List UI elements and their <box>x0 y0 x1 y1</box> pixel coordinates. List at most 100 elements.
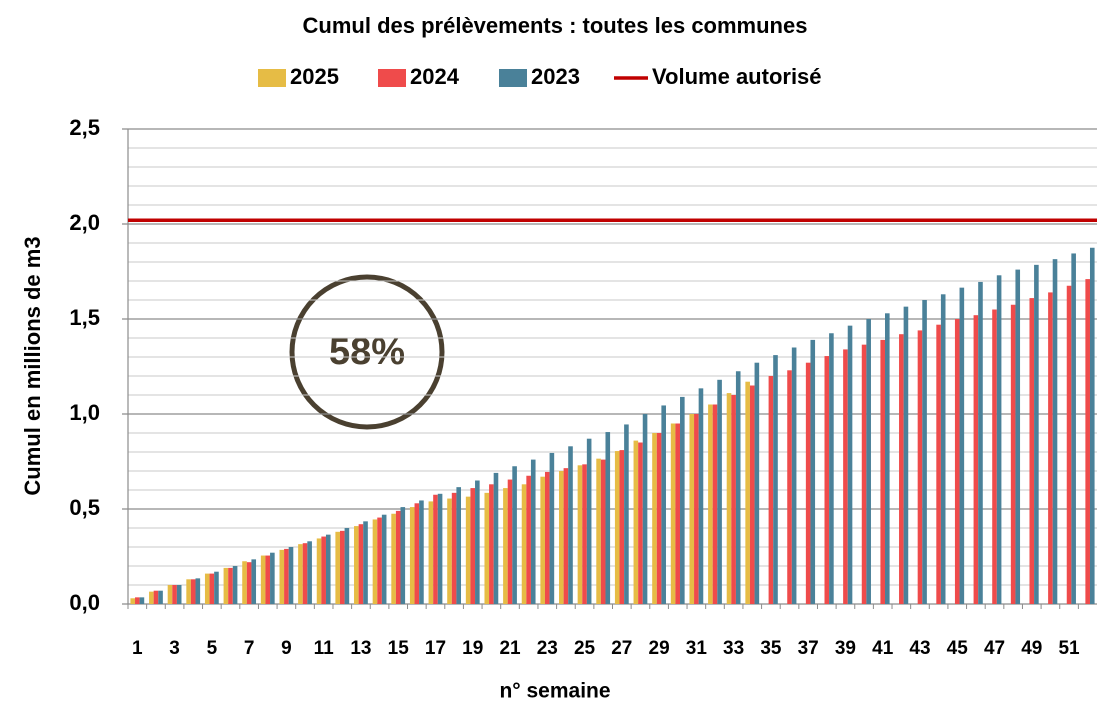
bar <box>1089 247 1095 604</box>
bar <box>577 465 583 604</box>
bar <box>614 451 620 604</box>
x-tick-label: 33 <box>723 638 744 659</box>
x-tick-label: 9 <box>281 638 292 659</box>
bar <box>754 362 760 604</box>
x-tick-label: 3 <box>169 638 180 659</box>
bar <box>130 598 136 604</box>
bar <box>563 468 569 604</box>
bar <box>726 393 732 604</box>
bar <box>279 549 285 604</box>
bar <box>936 324 941 604</box>
bar <box>1048 292 1053 604</box>
bar <box>1034 264 1039 604</box>
x-tick-label: 11 <box>314 638 335 659</box>
bar <box>1085 279 1090 604</box>
bar <box>149 591 154 604</box>
bar <box>214 571 219 604</box>
x-tick-label: 21 <box>499 638 521 659</box>
bar <box>381 514 387 604</box>
bar <box>656 433 662 604</box>
bar <box>339 530 345 604</box>
bar <box>344 528 350 604</box>
y-tick-label: 2,0 <box>69 210 100 235</box>
y-tick-label: 1,0 <box>69 400 100 425</box>
bar <box>940 294 946 604</box>
bar <box>1066 285 1072 604</box>
bar <box>712 404 718 604</box>
x-tick-label: 5 <box>207 638 218 659</box>
bar <box>447 498 452 604</box>
bar <box>917 330 923 604</box>
bar <box>209 573 215 604</box>
annotation-circle <box>289 274 445 430</box>
bar <box>638 442 643 604</box>
bar <box>223 567 229 604</box>
bar <box>284 548 289 604</box>
legend-label: 2023 <box>531 64 580 89</box>
bar <box>866 319 871 604</box>
bar <box>493 472 499 604</box>
legend-swatch <box>499 69 527 87</box>
bar <box>158 590 163 604</box>
x-tick-label: 51 <box>1058 638 1080 659</box>
x-tick-label: 7 <box>244 638 255 659</box>
bar <box>978 281 983 604</box>
bar <box>642 414 648 604</box>
bar <box>652 433 657 604</box>
bar <box>437 493 443 604</box>
bar <box>470 488 476 604</box>
bar <box>484 492 490 604</box>
bar <box>190 579 196 604</box>
y-axis-label: Cumul en millions de m3 <box>20 236 45 495</box>
x-tick-label: 31 <box>686 638 708 659</box>
x-tick-label: 49 <box>1021 638 1042 659</box>
bar <box>316 538 322 604</box>
bar <box>619 450 625 604</box>
bar <box>787 370 792 604</box>
bar <box>395 510 401 604</box>
bar <box>409 507 415 604</box>
bar <box>321 536 326 604</box>
bar <box>186 579 191 604</box>
bar <box>717 379 722 604</box>
x-tick-label: 45 <box>947 638 969 659</box>
y-tick-label: 0,5 <box>69 495 100 520</box>
bar <box>489 484 494 604</box>
bar <box>1015 269 1021 604</box>
bar <box>354 526 359 604</box>
bar <box>265 555 271 604</box>
bar <box>433 494 438 604</box>
bar <box>698 388 704 604</box>
bar <box>270 552 275 604</box>
x-tick-label: 39 <box>835 638 856 659</box>
chart-title: Cumul des prélèvements : toutes les comm… <box>303 13 808 38</box>
bar <box>167 585 173 604</box>
bar <box>670 423 676 604</box>
bar <box>675 423 681 604</box>
y-tick-label: 2,5 <box>69 115 100 140</box>
bar <box>680 396 685 604</box>
bar <box>530 459 536 604</box>
bar <box>507 479 513 604</box>
y-tick-label: 1,5 <box>69 305 100 330</box>
x-tick-label: 17 <box>425 638 446 659</box>
bar <box>377 517 382 604</box>
bar <box>549 452 555 604</box>
bar <box>176 585 182 604</box>
bar <box>1052 259 1058 604</box>
bar <box>996 275 1002 604</box>
bar <box>959 287 965 604</box>
bar <box>1029 298 1035 604</box>
bar <box>791 347 797 604</box>
bar <box>861 344 867 604</box>
x-tick-label: 35 <box>760 638 782 659</box>
legend-label: Volume autorisé <box>652 64 822 89</box>
bar <box>526 475 531 604</box>
bar <box>745 381 750 604</box>
bar <box>586 438 592 604</box>
bar <box>204 573 210 604</box>
bar <box>633 440 639 604</box>
bar <box>288 547 294 604</box>
x-tick-label: 27 <box>611 638 632 659</box>
